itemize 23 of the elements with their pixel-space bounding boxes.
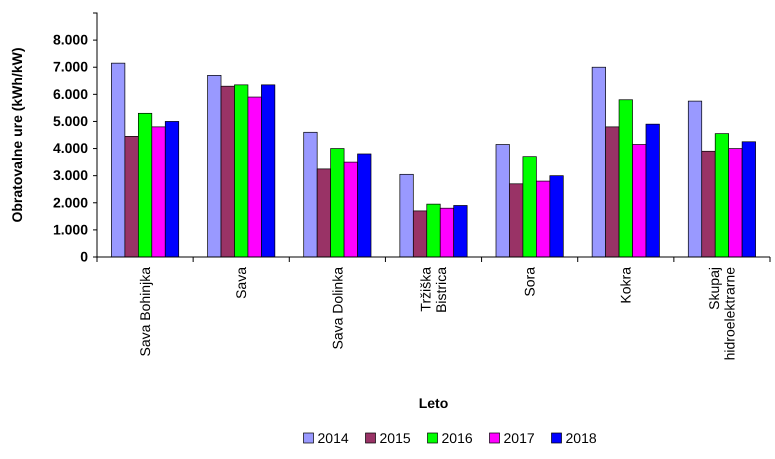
legend-label: 2014 xyxy=(318,430,349,446)
y-tick-label: 2.000 xyxy=(52,194,88,210)
y-tick-label: 4.000 xyxy=(52,140,88,156)
y-tick-label: 6.000 xyxy=(52,86,88,102)
legend-label: 2017 xyxy=(504,430,535,446)
legend-label: 2016 xyxy=(442,430,473,446)
legend-label: 2015 xyxy=(380,430,411,446)
x-tick-label: Sava xyxy=(233,266,250,299)
y-tick-label: 5.000 xyxy=(52,112,88,129)
y-tick-label: 7.000 xyxy=(52,58,88,75)
legend-label: 2018 xyxy=(566,430,597,446)
y-tick-label: 8.000 xyxy=(52,32,88,48)
x-tick-label: Sora xyxy=(522,266,538,297)
y-tick-label: 1.000 xyxy=(52,221,88,238)
y-axis-title: Obratovalne ure (kWh/kW) xyxy=(9,47,25,223)
x-tick-label: Sava Dolinka xyxy=(329,266,346,350)
y-tick-label: 3.000 xyxy=(52,167,88,184)
x-axis-title: Leto xyxy=(418,395,448,411)
x-tick-label: Sava Bohinjka xyxy=(136,266,153,357)
x-tick-label: Skupaj hidroelektrarne xyxy=(706,266,738,360)
y-tick-label: 0 xyxy=(80,248,88,264)
x-tick-label: Tržiška Bistrica xyxy=(418,266,450,313)
x-tick-label: Kokra xyxy=(618,266,634,304)
